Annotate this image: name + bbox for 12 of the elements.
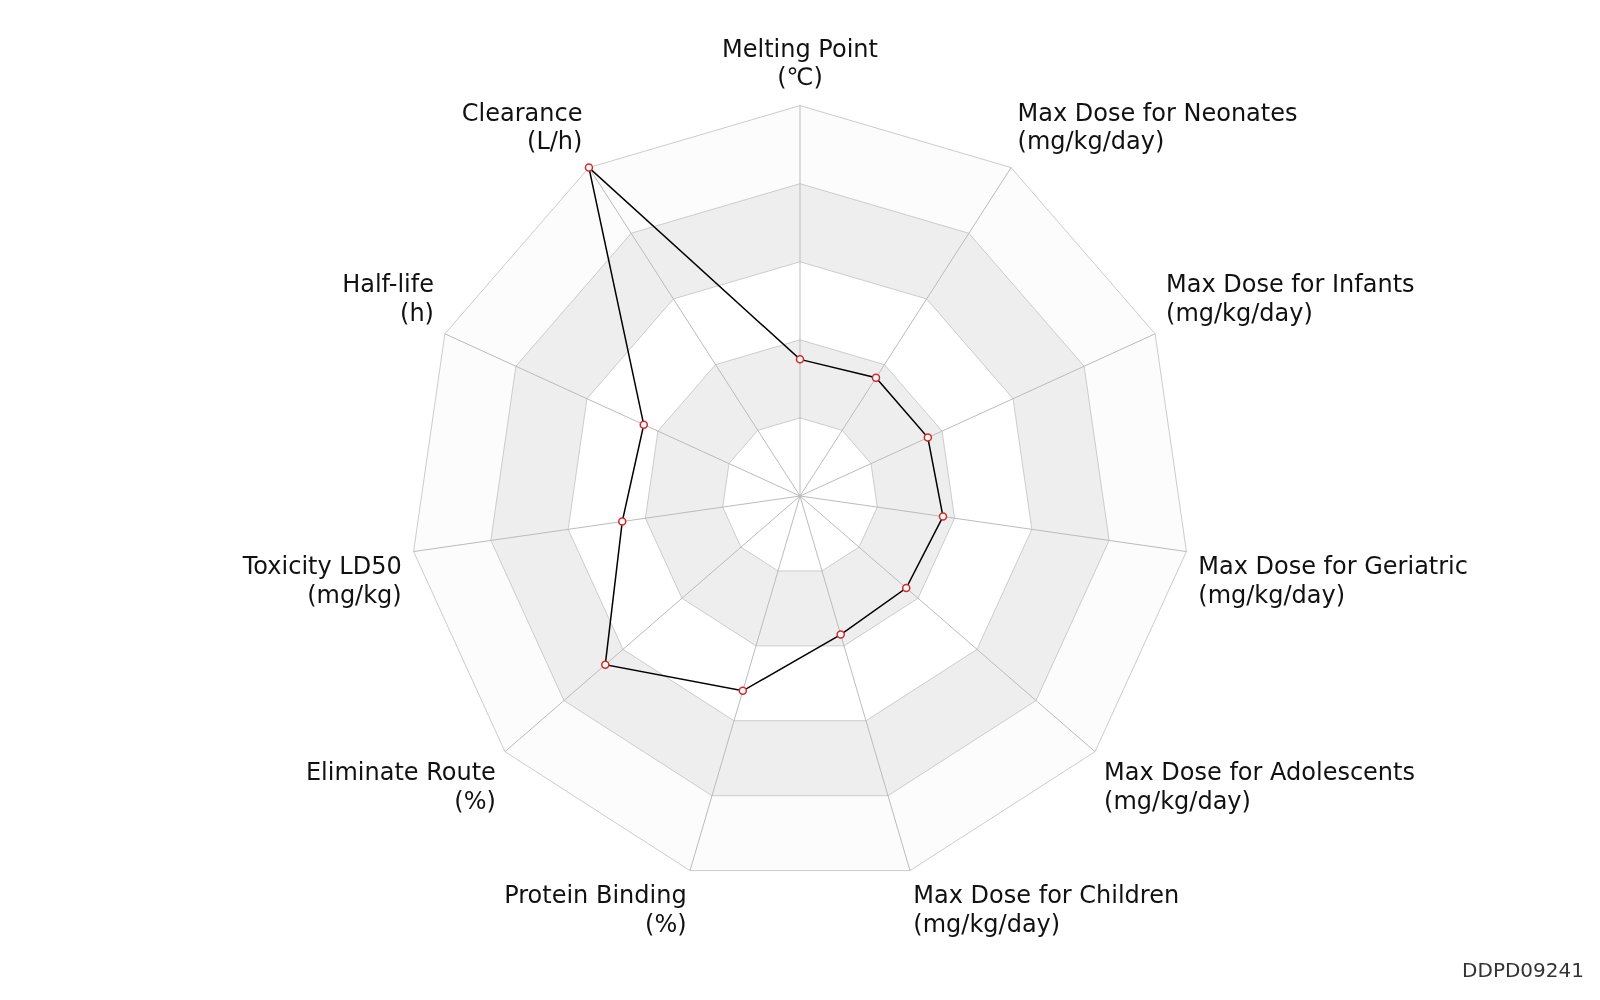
spoke-label: Melting Point (℃) [722, 34, 878, 92]
spoke-label: Half-life (h) [342, 269, 434, 327]
spoke-label: Toxicity LD50 (mg/kg) [241, 551, 402, 609]
spoke-label: Max Dose for Children (mg/kg/day) [913, 880, 1180, 938]
spoke-label: Max Dose for Geriatric (mg/kg/day) [1198, 551, 1468, 609]
spoke-label: Max Dose for Adolescents (mg/kg/day) [1104, 758, 1415, 815]
spoke-label: Max Dose for Infants (mg/kg/day) [1166, 269, 1415, 327]
spoke-label: Protein Binding (%) [504, 880, 687, 938]
spoke-label: Eliminate Route (%) [305, 758, 496, 815]
text: DDPD09241 [1462, 958, 1584, 983]
spoke-label: Max Dose for Neonates (mg/kg/day) [1017, 98, 1298, 156]
spoke-label: Clearance (L/h) [461, 98, 583, 156]
